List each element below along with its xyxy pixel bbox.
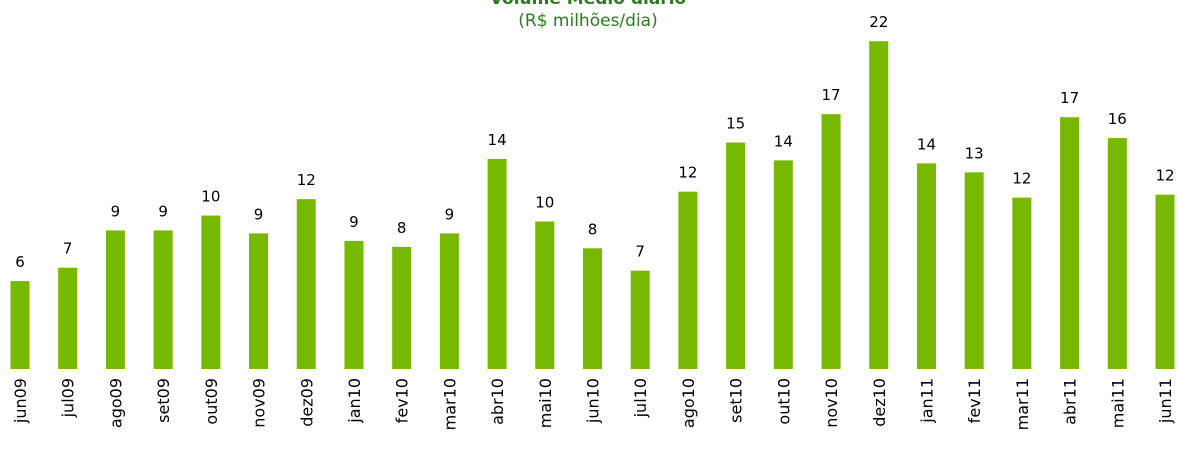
bar (821, 114, 841, 370)
x-tick-label: set09 (154, 378, 173, 423)
value-label: 7 (63, 240, 73, 258)
bar (439, 233, 459, 369)
x-tick-label: dez10 (870, 378, 889, 427)
x-tick-label: out09 (202, 378, 221, 425)
value-label: 16 (1108, 110, 1127, 128)
value-label: 8 (397, 219, 407, 237)
value-label: 17 (1060, 89, 1079, 107)
bar (916, 163, 936, 369)
bar (344, 240, 364, 369)
x-tick-label: jun10 (584, 378, 603, 424)
x-tick-label: jan10 (345, 378, 364, 424)
value-label: 14 (774, 132, 793, 150)
x-tick-label: ago10 (679, 378, 698, 428)
bar (1012, 197, 1032, 369)
bar (726, 142, 746, 369)
x-tick-label: dez09 (297, 378, 316, 427)
value-label: 9 (111, 202, 121, 220)
x-tick-label: mar11 (1013, 378, 1032, 430)
value-label: 9 (158, 202, 168, 220)
x-tick-label: set10 (727, 378, 746, 423)
x-tick-label: jun09 (11, 378, 30, 424)
bar (869, 41, 889, 369)
bar (964, 172, 984, 369)
bar (153, 230, 173, 369)
bar (1060, 117, 1080, 369)
bar (1107, 138, 1127, 369)
x-tick-label: ago09 (106, 378, 125, 428)
x-tick-label: abr10 (488, 378, 507, 425)
value-label: 9 (445, 205, 455, 223)
value-label: 9 (349, 213, 359, 231)
chart-subtitle: (R$ milhões/dia) (518, 11, 657, 31)
x-tick-label: jan11 (917, 378, 936, 424)
value-label: 7 (635, 243, 645, 261)
x-tick-label: mai10 (536, 378, 555, 428)
x-tick-label: nov10 (822, 378, 841, 428)
x-tick-label: out10 (774, 378, 793, 425)
value-label: 8 (588, 220, 598, 238)
value-label: 22 (869, 13, 888, 31)
x-tick-label: fev11 (965, 378, 984, 423)
bar (1155, 194, 1175, 369)
bar (630, 270, 650, 369)
x-tick-label: mar10 (440, 378, 459, 430)
value-label: 12 (678, 164, 697, 182)
bar (249, 233, 269, 369)
value-label: 12 (297, 171, 316, 189)
bar (583, 248, 602, 369)
value-label: 9 (254, 205, 264, 223)
value-label: 10 (535, 193, 554, 211)
bar (10, 281, 30, 369)
value-label: 13 (965, 144, 984, 162)
value-label: 10 (201, 188, 220, 206)
x-tick-label: jun11 (1156, 378, 1175, 424)
x-tick-label: abr11 (1061, 378, 1080, 425)
value-label: 12 (1155, 167, 1174, 185)
bar (296, 199, 316, 369)
x-tick-label: jul09 (59, 378, 78, 418)
x-tick-label: fev10 (393, 378, 412, 423)
chart-title: Volume Médio diário (490, 0, 686, 9)
value-label: 12 (1012, 170, 1031, 188)
bar (105, 230, 125, 369)
bar (535, 221, 555, 369)
bar (487, 158, 507, 369)
x-tick-label: nov09 (250, 378, 269, 428)
value-label: 14 (917, 135, 936, 153)
value-label: 14 (488, 131, 507, 149)
bar (392, 246, 412, 369)
bar (201, 215, 221, 369)
x-tick-label: jul10 (631, 378, 650, 418)
x-tick-label: mai11 (1108, 378, 1127, 428)
bar (773, 160, 793, 369)
value-label: 15 (726, 115, 745, 133)
bar (678, 191, 698, 369)
value-label: 6 (15, 253, 25, 271)
bar (58, 267, 78, 369)
value-label: 17 (821, 86, 840, 104)
